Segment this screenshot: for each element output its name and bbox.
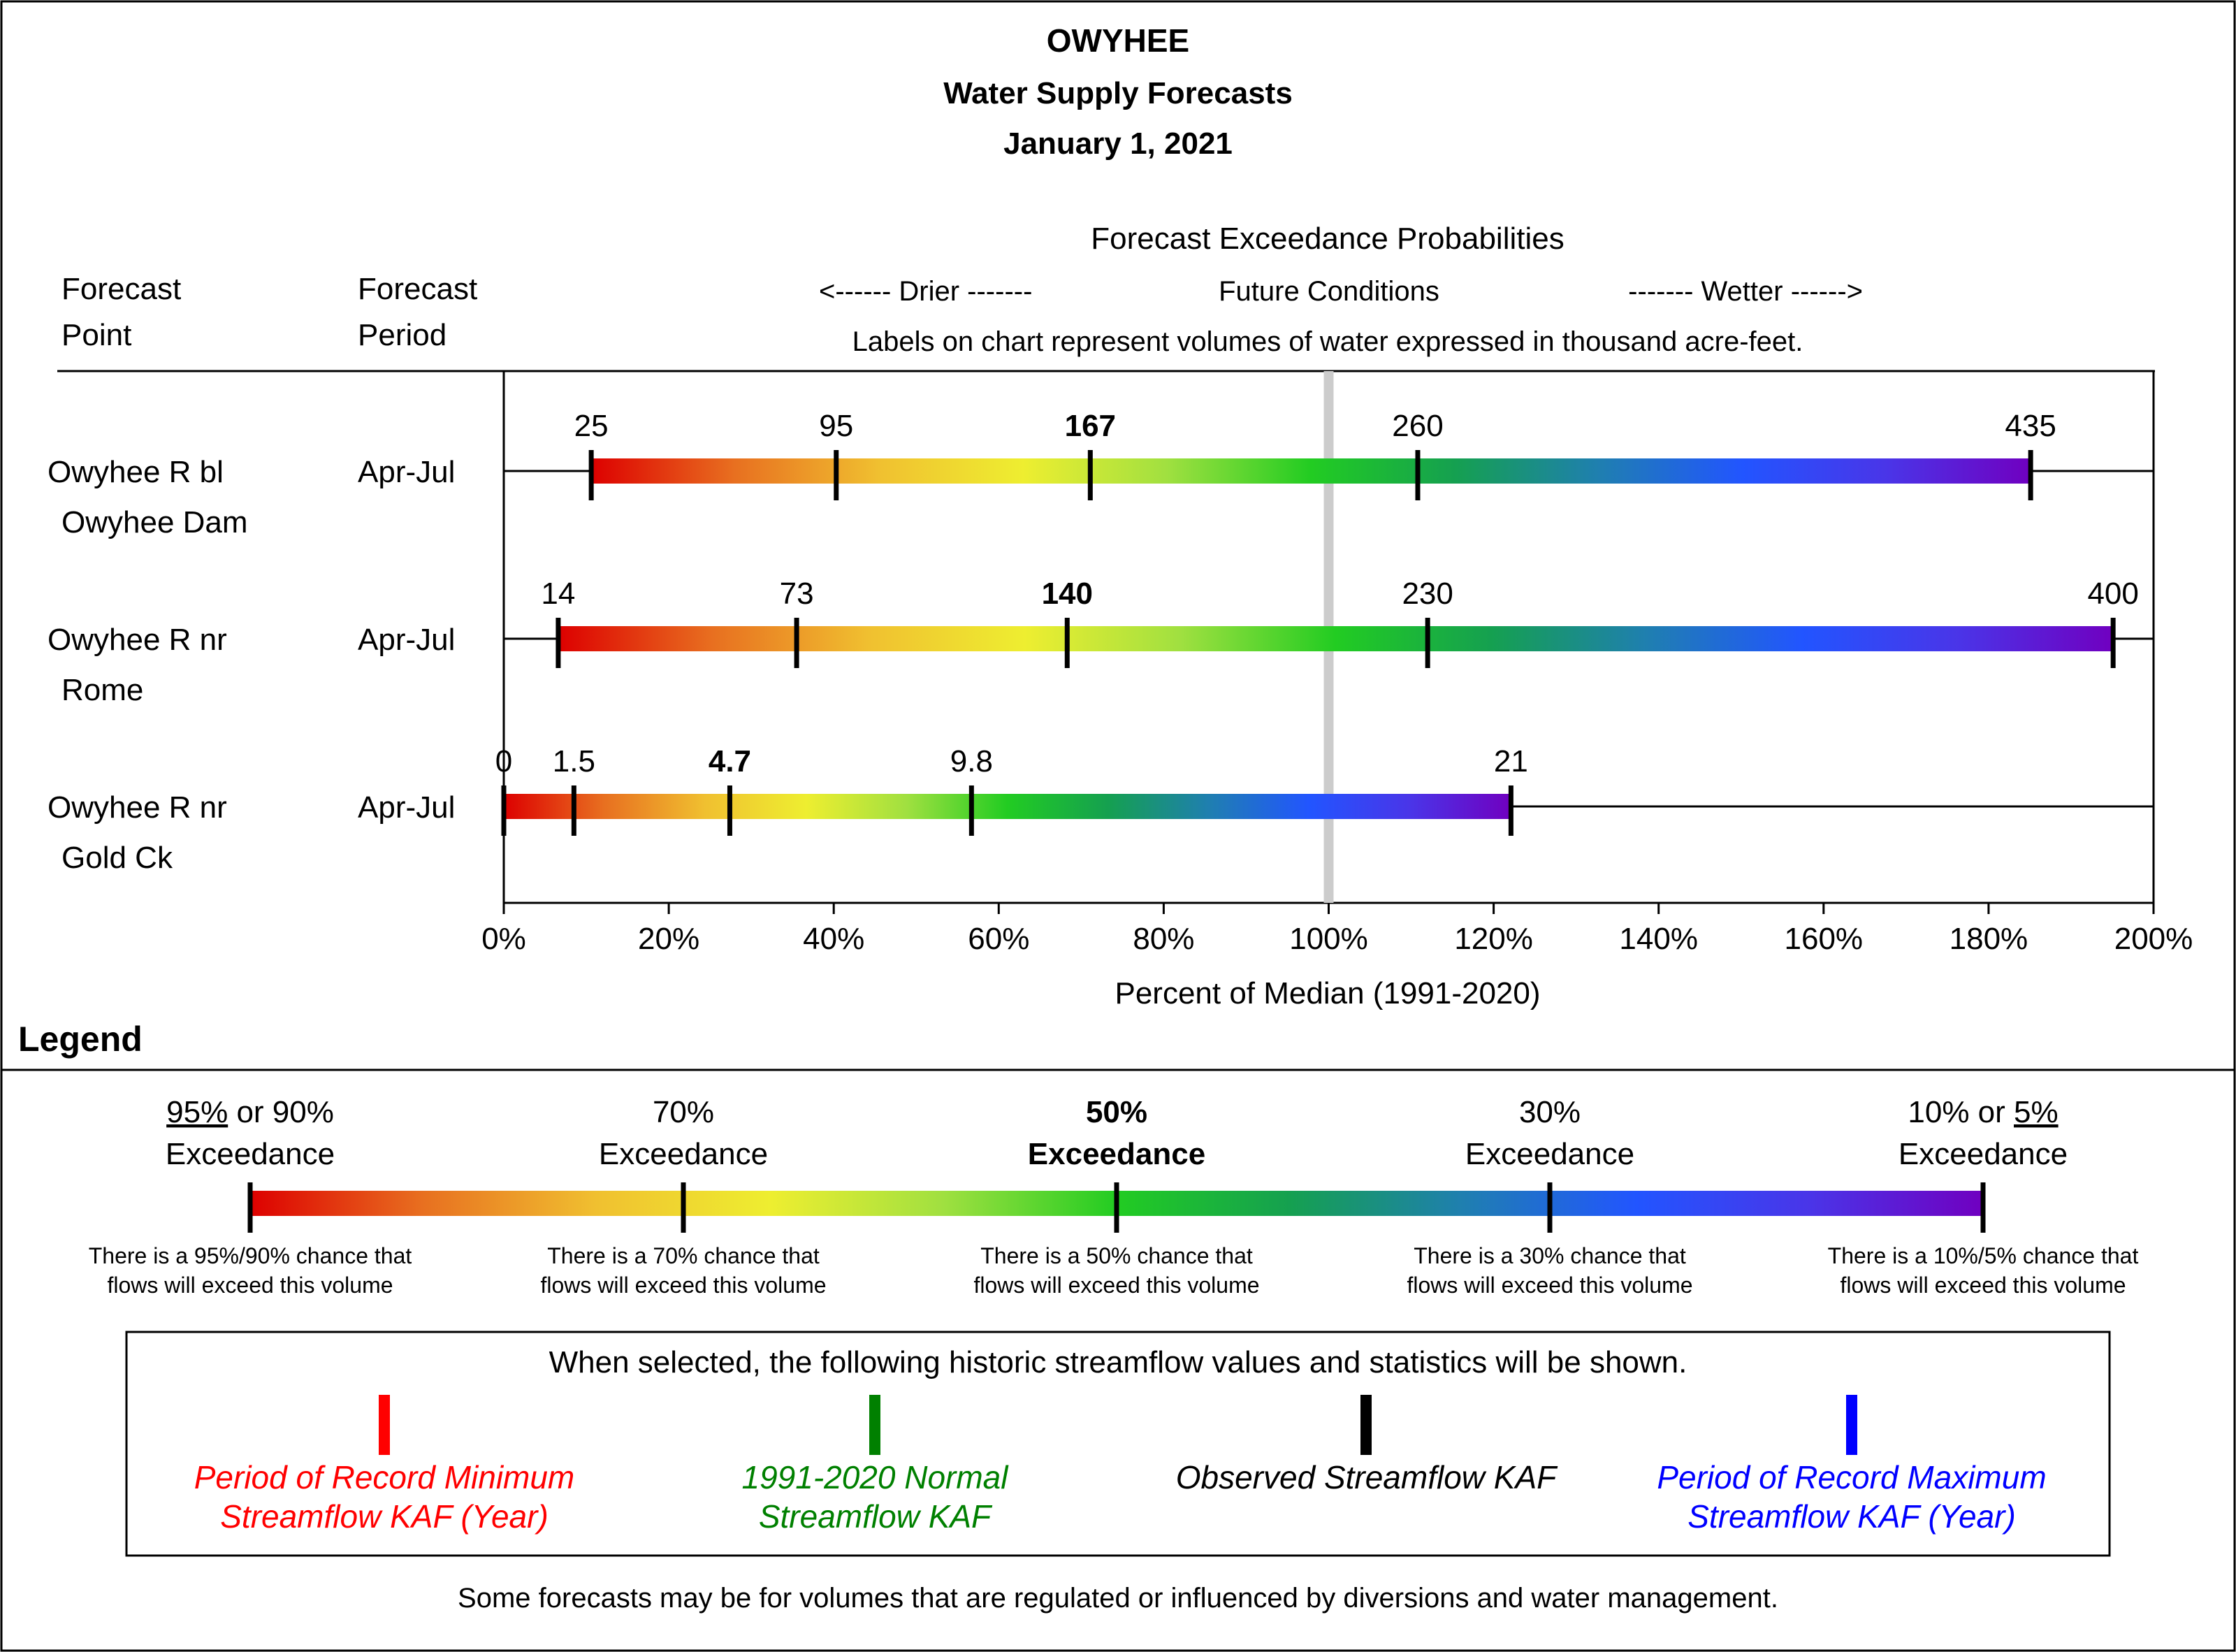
historic-note: When selected, the following historic st… [549,1345,1687,1379]
legend-item-desc-line1: There is a 70% chance that [547,1243,820,1268]
exceedance-value-label: 4.7 [709,744,751,778]
exceedance-value-label: 9.8 [950,744,993,778]
legend-item-percent: 95% or 90% [166,1095,334,1129]
x-tick-label: 20% [638,922,699,956]
x-tick-label: 200% [2114,922,2193,956]
forecast-point-line1: Owyhee R bl [48,455,224,489]
legend-item-exceedance: Exceedance [1899,1137,2068,1171]
forecast-gradient-bar [591,458,2031,484]
legend-item-exceedance: Exceedance [599,1137,768,1171]
exceedance-value-label: 95 [819,409,853,443]
legend-item-desc-line2: flows will exceed this volume [1840,1273,2126,1298]
forecast-gradient-bar [504,794,1511,819]
x-tick-label: 180% [1950,922,2028,956]
forecast-period: Apr-Jul [358,455,455,489]
legend-item: 50% Exceedance There is a 50% chance that f… [973,1095,1259,1298]
x-axis-label: Percent of Median (1991-2020) [1115,976,1540,1010]
exceedance-value-label: 14 [541,577,575,611]
legend-item: 10% or 5% Exceedance There is a 10%/5% cha… [1828,1095,2139,1298]
historic-values-box [125,1331,2111,1557]
forecast-row: Owyhee R bl Owyhee Dam Apr-Jul 25 95 167 260 43… [48,409,2154,539]
direction-wetter: ------- Wetter ------> [1628,276,1863,307]
exceedance-value-label: 1.5 [553,744,595,778]
exceedance-value-label: 230 [1402,577,1453,611]
historic-item-line2: Streamflow KAF (Year) [220,1498,549,1535]
legend-item-desc-line1: There is a 10%/5% chance that [1828,1243,2139,1268]
historic-item-line2: Streamflow KAF (Year) [1687,1498,2016,1535]
legend-item-desc-line2: flows will exceed this volume [107,1273,393,1298]
exceedance-value-label: 167 [1065,409,1116,443]
forecast-period-header-line2: Period [358,318,447,352]
direction-future: Future Conditions [1219,276,1439,307]
legend-item: 70% Exceedance There is a 70% chance that f… [540,1095,826,1298]
x-tick-label: 160% [1785,922,1864,956]
exceedance-value-label: 140 [1042,577,1093,611]
exceedance-value-label: 21 [1494,744,1528,778]
x-tick-label: 120% [1454,922,1533,956]
legend-item-exceedance: Exceedance [1028,1137,1205,1171]
legend-item-exceedance: Exceedance [166,1137,335,1171]
legend-item-percent: 30% [1519,1095,1581,1129]
exceedance-value-label: 73 [780,577,814,611]
direction-drier: <------ Drier ------- [819,276,1032,307]
x-tick-label: 0% [481,922,526,956]
historic-item-line1: Period of Record Minimum [194,1459,575,1495]
legend-item-desc-line2: flows will exceed this volume [973,1273,1259,1298]
legend-item: 30% Exceedance There is a 30% chance that f… [1407,1095,1692,1298]
forecast-point-line2: Gold Ck [61,841,173,875]
legend-item: 95% or 90% Exceedance There is a 95%/90% c… [89,1095,412,1298]
units-note: Labels on chart represent volumes of wat… [852,326,1803,357]
exceedance-value-label: 0 [495,744,512,778]
forecast-point-line2: Owyhee Dam [61,505,248,539]
forecast-point-line1: Owyhee R nr [48,790,227,825]
forecast-point-header-line1: Forecast [61,272,181,306]
probabilities-title: Forecast Exceedance Probabilities [1091,222,1564,256]
footer-note: Some forecasts may be for volumes that a… [458,1583,1778,1614]
x-tick-label: 40% [803,922,864,956]
forecast-point-line1: Owyhee R nr [48,623,227,657]
forecast-point-line2: Rome [61,673,143,707]
historic-item: Observed Streamflow KAF [1176,1395,1558,1495]
exceedance-value-label: 435 [2005,409,2056,443]
forecast-period-header-line1: Forecast [358,272,477,306]
legend-item-exceedance: Exceedance [1465,1137,1634,1171]
legend-item-percent: 50% [1086,1095,1147,1129]
forecast-gradient-bar [558,626,2114,651]
legend-item-desc-line2: flows will exceed this volume [540,1273,826,1298]
forecast-point-header-line2: Point [61,318,131,352]
legend-title: Legend [18,1020,143,1059]
forecast-period: Apr-Jul [358,790,455,825]
x-tick-label: 80% [1133,922,1194,956]
legend-item-percent: 70% [653,1095,714,1129]
historic-item-line1: Observed Streamflow KAF [1176,1459,1558,1495]
exceedance-value-label: 400 [2087,577,2138,611]
historic-item-line2: Streamflow KAF [759,1498,993,1535]
x-tick-label: 60% [968,922,1029,956]
legend-item-desc-line2: flows will exceed this volume [1407,1273,1692,1298]
x-tick-label: 140% [1619,922,1698,956]
chart-title: OWYHEE [1047,22,1189,59]
legend-item-desc-line1: There is a 50% chance that [980,1243,1253,1268]
legend-item-desc-line1: There is a 30% chance that [1414,1243,1686,1268]
exceedance-value-label: 260 [1392,409,1443,443]
historic-item-line1: Period of Record Maximum [1657,1459,2046,1495]
chart-subtitle: Water Supply Forecasts [943,76,1293,110]
historic-item-line1: 1991-2020 Normal [741,1459,1009,1495]
legend-item-desc-line1: There is a 95%/90% chance that [89,1243,412,1268]
forecast-row: Owyhee R nr Rome Apr-Jul 14 73 140 230 400 [48,577,2154,707]
chart-date: January 1, 2021 [1003,126,1233,161]
forecast-period: Apr-Jul [358,623,455,657]
x-tick-label: 100% [1289,922,1368,956]
exceedance-value-label: 25 [574,409,609,443]
forecast-row: Owyhee R nr Gold Ck Apr-Jul 0 1.5 4.7 9.8 21 [48,744,2154,875]
legend-item-percent: 10% or 5% [1908,1095,2058,1129]
